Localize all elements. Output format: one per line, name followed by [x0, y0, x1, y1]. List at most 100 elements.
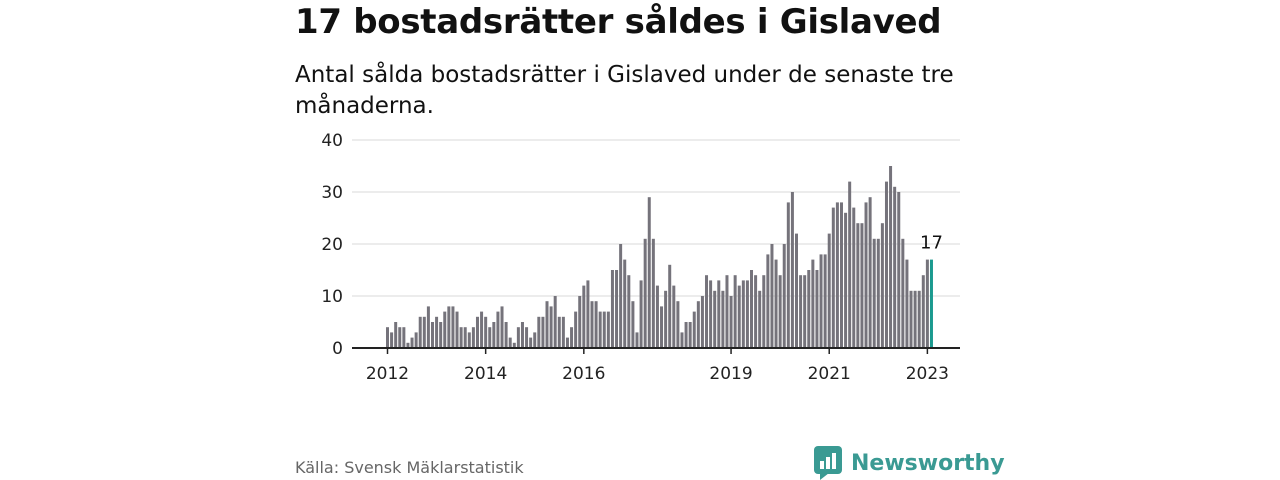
bar [565, 337, 569, 348]
x-tick-label: 2023 [906, 364, 949, 384]
bar-chart: 0 10 20 30 40 2012 2014 2016 2019 2021 2023 17 [321, 131, 960, 384]
bar [745, 280, 749, 348]
brand-logo: Newsworthy [814, 446, 1005, 480]
bar [680, 332, 684, 348]
bar [876, 238, 880, 348]
bar [913, 290, 917, 348]
bar [864, 202, 868, 348]
bar [426, 306, 430, 348]
bar [917, 290, 921, 348]
bar [774, 259, 778, 348]
bar [721, 290, 725, 348]
bar [516, 327, 520, 348]
bar [623, 259, 627, 348]
bar [655, 285, 659, 348]
bar [578, 296, 582, 348]
bar [737, 285, 741, 348]
bar [786, 202, 790, 348]
bar [835, 202, 839, 348]
bar [660, 306, 664, 348]
bar [639, 280, 643, 348]
bar [807, 270, 811, 348]
bar [488, 327, 492, 348]
x-tick-label: 2019 [709, 364, 752, 384]
bar [455, 311, 459, 348]
bar [475, 316, 479, 348]
chart-subtitle: Antal sålda bostadsrätter i Gislaved und… [295, 62, 954, 119]
bar [406, 342, 410, 348]
bar-highlight [929, 259, 933, 348]
bar [750, 270, 754, 348]
bar [839, 202, 843, 348]
bar [790, 192, 794, 348]
bar [872, 238, 876, 348]
bar [541, 316, 545, 348]
bar [598, 311, 602, 348]
bar [823, 254, 827, 348]
bar [471, 327, 475, 348]
bar [897, 192, 901, 348]
bar [880, 223, 884, 348]
x-tick-label: 2021 [808, 364, 851, 384]
bar [422, 316, 426, 348]
bars [386, 166, 933, 348]
bar [844, 212, 848, 348]
bar [893, 186, 897, 348]
bar [459, 327, 463, 348]
bar [390, 332, 394, 348]
bar [672, 285, 676, 348]
bar [848, 181, 852, 348]
bar [709, 280, 713, 348]
bar [582, 285, 586, 348]
bar [754, 275, 758, 348]
bar [467, 332, 471, 348]
y-tick-label: 30 [321, 183, 343, 203]
bar [570, 327, 574, 348]
bar [533, 332, 537, 348]
bar [386, 327, 389, 348]
bar [811, 259, 815, 348]
bar [668, 264, 672, 348]
bar [451, 306, 455, 348]
bar [725, 275, 729, 348]
bar [594, 301, 598, 348]
bar [529, 337, 533, 348]
bar [692, 311, 696, 348]
bar [619, 244, 623, 348]
bar [696, 301, 700, 348]
bar [500, 306, 504, 348]
bar [705, 275, 709, 348]
bar [557, 316, 561, 348]
bar [766, 254, 770, 348]
bar [827, 233, 831, 348]
bar [647, 197, 651, 348]
bar [733, 275, 737, 348]
bar [492, 322, 496, 348]
bar [729, 296, 733, 348]
bar [631, 301, 635, 348]
x-tick-label: 2016 [562, 364, 605, 384]
bar [512, 342, 516, 348]
bar [443, 311, 447, 348]
newsworthy-logo-icon [814, 446, 842, 480]
bar [537, 316, 541, 348]
brand-name: Newsworthy [851, 450, 1005, 476]
bar [463, 327, 467, 348]
bar [651, 238, 655, 348]
bar [815, 270, 819, 348]
bar [610, 270, 614, 348]
bar [925, 259, 929, 348]
bar [852, 207, 856, 348]
bar [504, 322, 508, 348]
bar [868, 197, 872, 348]
chart-title: 17 bostadsrätter såldes i Gislaved [295, 2, 942, 42]
bar [410, 337, 414, 348]
bar [770, 244, 774, 348]
bar [795, 233, 798, 348]
bar [398, 327, 402, 348]
bar [496, 311, 500, 348]
bar [586, 280, 590, 348]
bar [889, 166, 893, 348]
bar [402, 327, 406, 348]
bar [606, 311, 610, 348]
